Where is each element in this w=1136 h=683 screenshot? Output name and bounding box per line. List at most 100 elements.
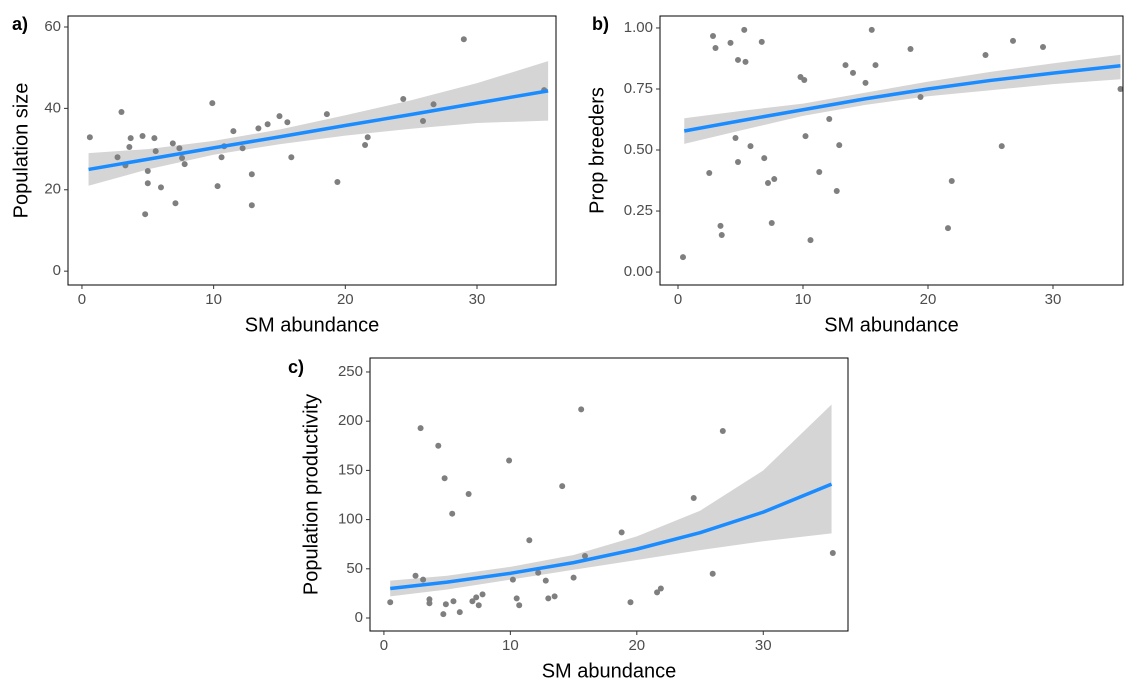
data-point: [479, 591, 486, 598]
data-point: [420, 117, 427, 124]
data-point: [142, 211, 149, 218]
y-tick-label: 0: [53, 262, 61, 279]
x-tick-label: 10: [205, 291, 222, 308]
data-point: [509, 576, 516, 583]
data-point: [473, 594, 480, 601]
data-point: [284, 119, 291, 126]
data-point: [768, 219, 775, 226]
data-point: [144, 168, 151, 175]
data-point: [435, 442, 442, 449]
data-point: [139, 133, 146, 140]
panel-label: b): [592, 14, 609, 34]
data-point: [516, 602, 523, 609]
y-tick-label: 50: [346, 560, 363, 577]
x-tick-label: 20: [920, 291, 937, 308]
data-point: [826, 116, 833, 123]
data-point: [771, 176, 778, 183]
data-point: [214, 183, 221, 190]
y-tick-label: 0.25: [624, 202, 653, 219]
data-point: [362, 142, 369, 149]
y-tick-label: 1.00: [624, 19, 653, 36]
data-point: [126, 144, 133, 151]
x-tick-label: 20: [337, 291, 354, 308]
data-point: [829, 550, 836, 557]
data-point: [872, 62, 879, 69]
data-point: [842, 62, 849, 69]
data-point: [570, 574, 577, 581]
data-point: [735, 56, 741, 63]
data-point: [732, 135, 739, 142]
confidence-band: [684, 54, 1121, 144]
data-point: [1117, 85, 1124, 92]
data-point: [535, 569, 542, 576]
x-tick-label: 0: [380, 637, 388, 654]
x-tick-label: 10: [795, 291, 812, 308]
data-point: [758, 38, 765, 45]
data-point: [735, 158, 741, 165]
plot-frame: [369, 357, 849, 632]
data-point: [465, 491, 472, 498]
data-point: [412, 572, 419, 579]
x-tick-label: 30: [469, 291, 486, 308]
panel-label: c): [288, 357, 304, 377]
plot-frame: [659, 15, 1124, 286]
data-point: [998, 143, 1005, 150]
y-tick-label: 200: [338, 412, 363, 429]
data-point: [761, 155, 768, 162]
data-point: [618, 529, 625, 536]
data-point: [657, 585, 664, 592]
data-point: [1040, 44, 1046, 51]
data-point: [144, 180, 151, 187]
data-point: [917, 94, 924, 101]
data-point: [172, 200, 179, 207]
y-axis-title: Prop breeders: [586, 87, 608, 214]
x-tick-label: 10: [502, 637, 519, 654]
data-point: [945, 225, 951, 232]
data-point: [323, 111, 330, 118]
data-point: [114, 154, 121, 161]
data-point: [86, 134, 93, 141]
data-point: [230, 128, 237, 135]
fit-line: [88, 89, 549, 172]
data-point: [982, 52, 989, 59]
data-point: [420, 576, 427, 583]
data-point: [364, 134, 371, 141]
y-tick-label: 20: [44, 181, 61, 198]
data-point: [417, 425, 424, 432]
y-tick-label: 250: [338, 363, 363, 380]
data-point: [833, 188, 840, 195]
data-point: [441, 475, 448, 482]
data-point: [862, 79, 869, 86]
data-point: [1010, 37, 1016, 44]
x-tick-label: 30: [1045, 291, 1062, 308]
data-point: [442, 601, 449, 608]
data-point: [765, 179, 771, 186]
data-point: [868, 26, 875, 33]
data-point: [710, 33, 716, 40]
data-point: [450, 598, 457, 605]
y-axis-title: Population productivity: [300, 394, 322, 595]
data-point: [718, 231, 725, 238]
data-point: [288, 154, 295, 161]
y-tick-label: 60: [44, 18, 61, 35]
data-point: [157, 184, 164, 191]
data-point: [627, 599, 634, 606]
data-point: [248, 202, 255, 209]
data-point: [475, 602, 482, 609]
y-axis-title: Population size: [10, 83, 32, 219]
data-point: [176, 145, 183, 152]
panel-label: a): [12, 14, 28, 34]
x-tick-label: 0: [674, 291, 682, 308]
data-point: [742, 58, 749, 65]
data-point: [239, 145, 246, 152]
plot-frame: [67, 15, 557, 286]
data-point: [836, 142, 843, 149]
data-point: [426, 600, 433, 607]
data-point: [706, 169, 713, 176]
data-point: [717, 222, 724, 229]
y-tick-label: 100: [338, 511, 363, 528]
y-tick-label: 0.00: [624, 263, 653, 280]
data-point: [578, 406, 585, 413]
y-tick-label: 0: [355, 609, 363, 626]
